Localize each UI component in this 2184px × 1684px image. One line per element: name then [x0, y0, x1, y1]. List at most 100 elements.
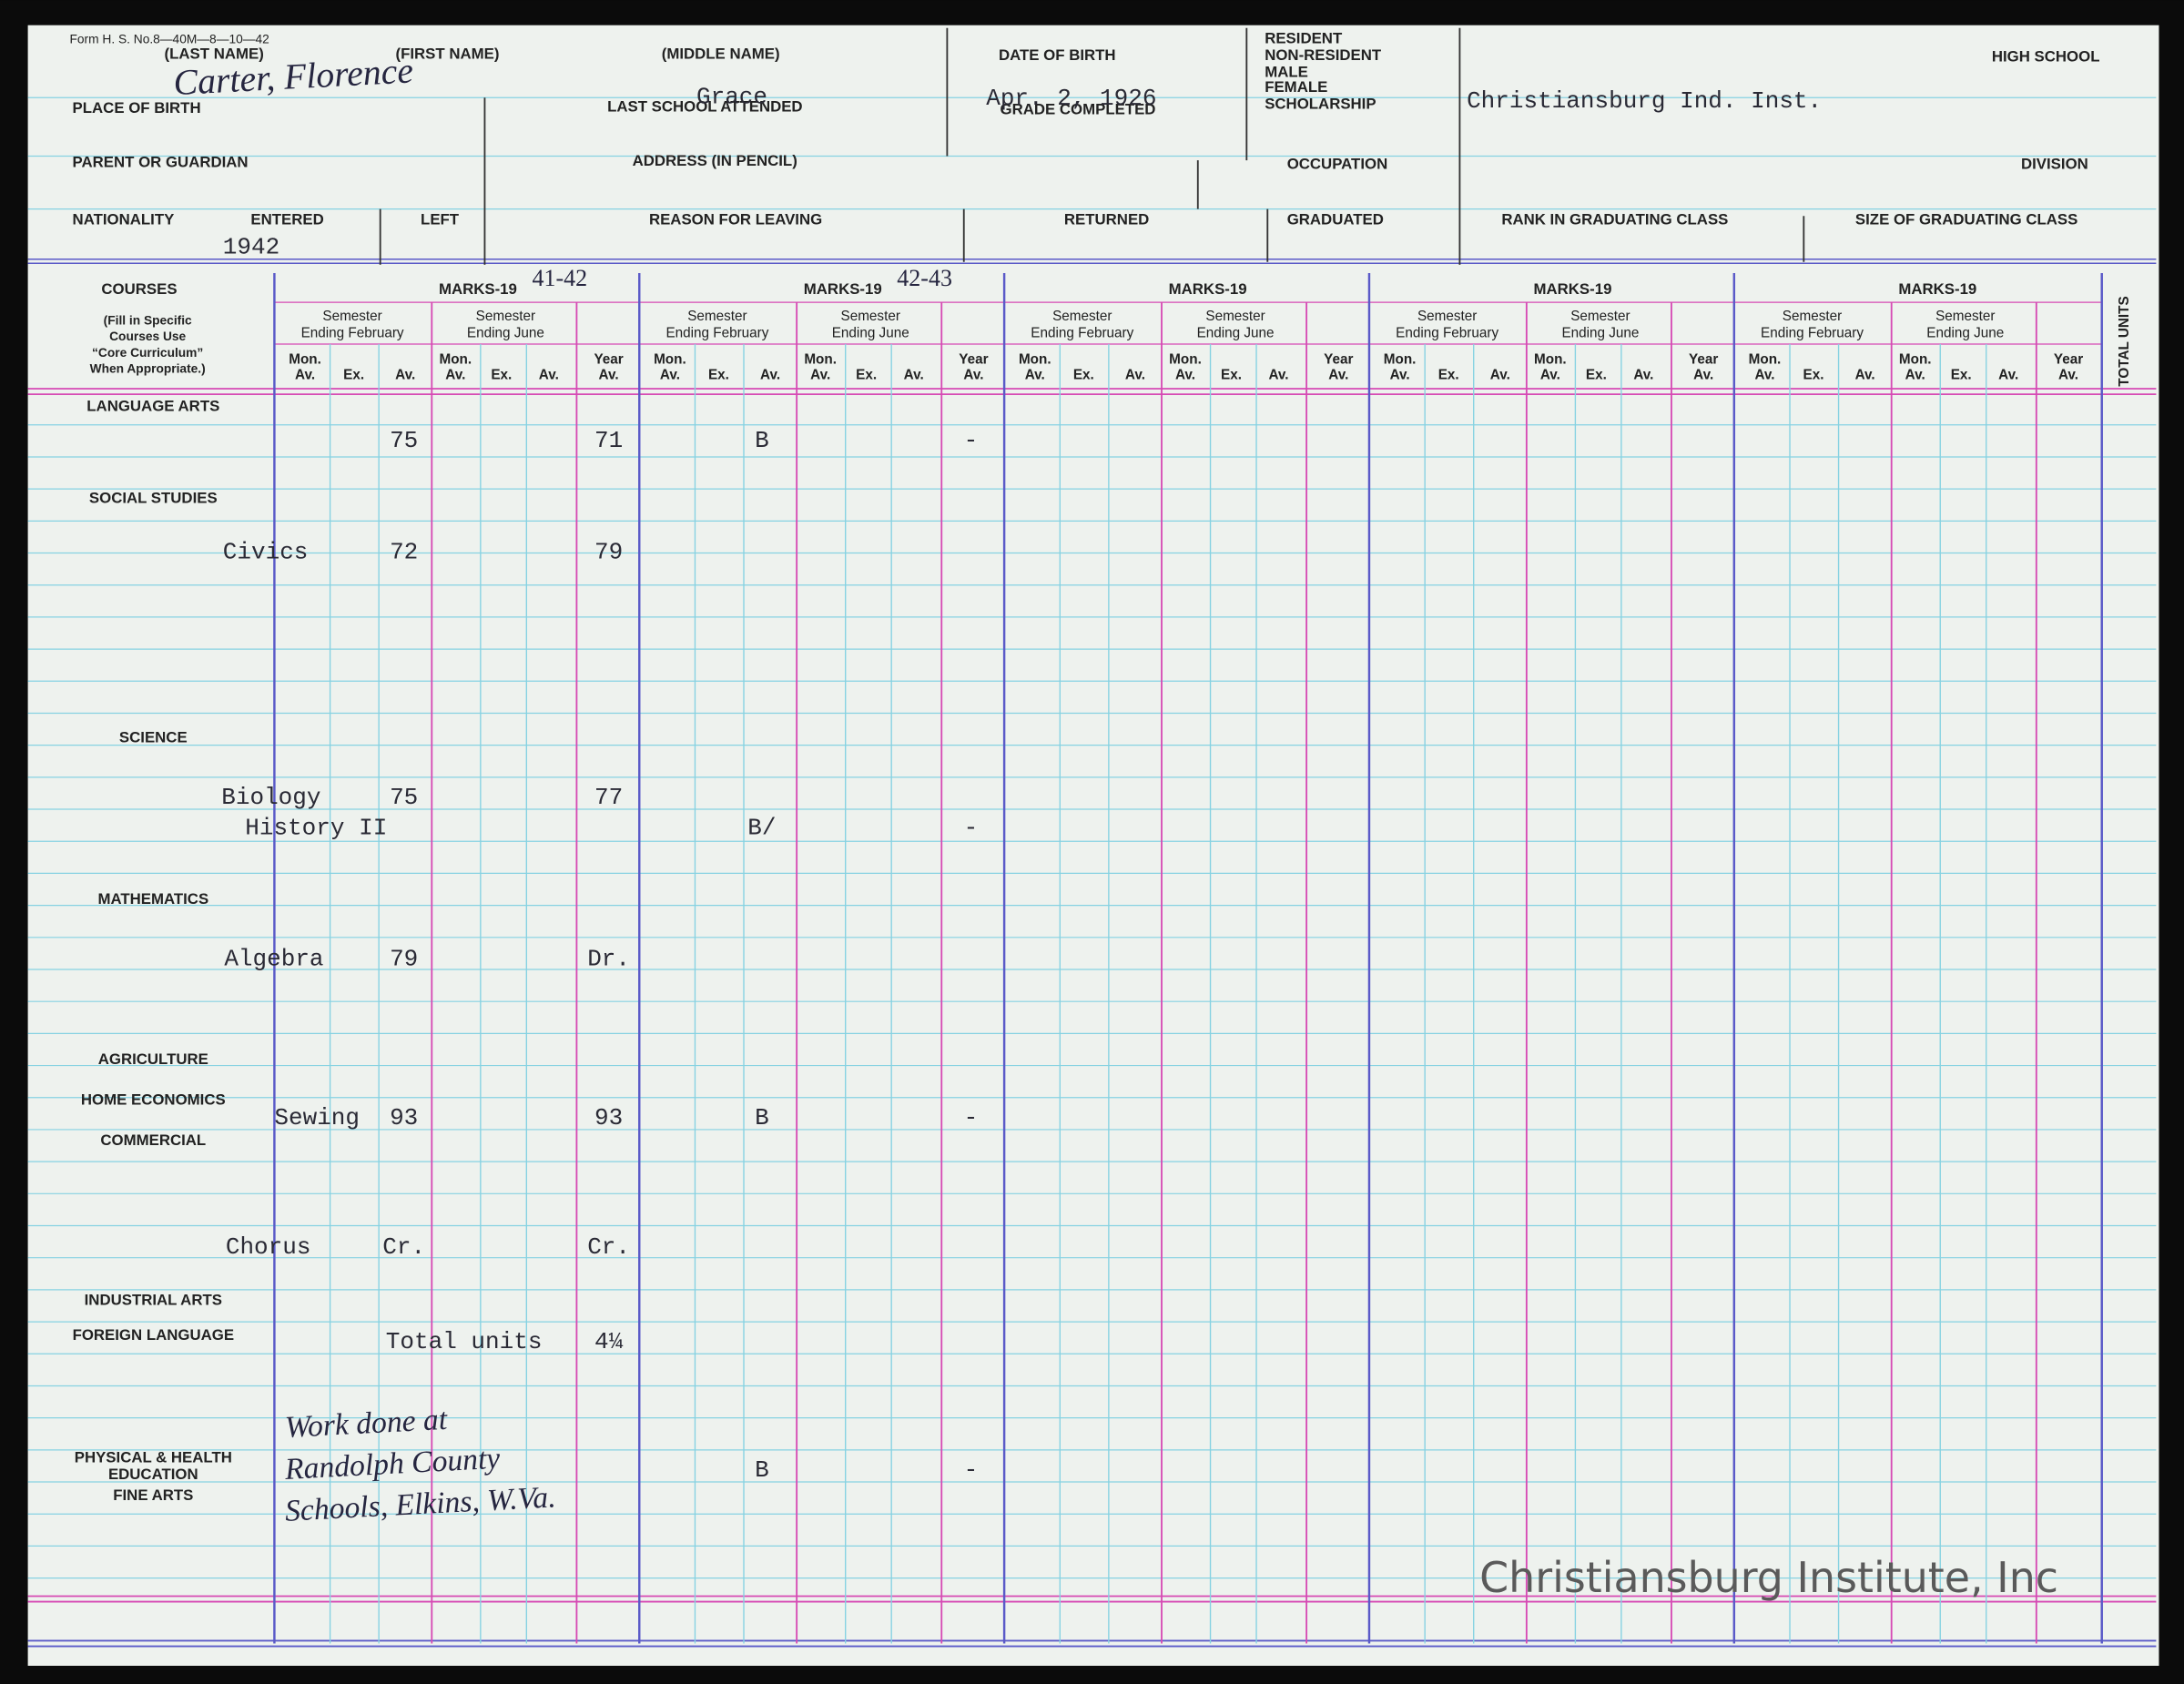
column-label: Mon. — [1534, 351, 1567, 367]
field-label: RESIDENT — [1265, 30, 1343, 47]
course-name: Biology — [221, 784, 320, 811]
marks-label: MARKS-19 — [1898, 280, 1976, 298]
courses-note: “Core Curriculum” — [92, 346, 203, 360]
field-label: MALE — [1265, 63, 1308, 80]
field-label: (MIDDLE NAME) — [662, 45, 780, 62]
mark: Cr. — [382, 1233, 425, 1261]
mark: B — [755, 1456, 769, 1484]
column-label: Mon. — [289, 351, 321, 367]
field-label: LEFT — [421, 210, 460, 228]
column-label: Ex. — [1221, 367, 1242, 382]
column-label: Av. — [1754, 367, 1774, 382]
middle-name: Grace — [696, 83, 767, 110]
field-label: ADDRESS (IN PENCIL) — [633, 152, 797, 169]
semester-label: Semester — [1570, 309, 1630, 324]
column-label: Year — [594, 351, 623, 367]
course-name: Total units — [386, 1328, 543, 1355]
field-label: OCCUPATION — [1287, 155, 1388, 172]
column-label: Av. — [1390, 367, 1410, 382]
column-label: Av. — [1025, 367, 1045, 382]
subject-category: EDUCATION — [108, 1466, 198, 1483]
subject-category: LANGUAGE ARTS — [86, 397, 219, 414]
semester-label: Ending February — [1031, 325, 1133, 340]
column-label: Av. — [1175, 367, 1195, 382]
field-label: PLACE OF BIRTH — [73, 99, 201, 117]
course-name: History II — [245, 815, 387, 842]
field-label: GRADE COMPLETED — [1001, 101, 1156, 118]
field-label: NATIONALITY — [73, 210, 175, 228]
date-of-birth: Apr. 2, 1926 — [986, 85, 1156, 112]
column-label: Av. — [1540, 367, 1560, 382]
mark: - — [964, 427, 979, 454]
mark: B — [755, 1104, 769, 1131]
field-label: (LAST NAME) — [165, 45, 264, 62]
mark: 79 — [390, 945, 418, 972]
column-label: Av. — [1998, 367, 2018, 382]
field-label: LAST SCHOOL ATTENDED — [607, 98, 803, 116]
paper — [27, 25, 2159, 1666]
column-label: Year — [1324, 351, 1353, 367]
courses-label: COURSES — [101, 280, 177, 298]
mark: 75 — [390, 427, 418, 454]
column-label: Av. — [1125, 367, 1145, 382]
entered-year: 1942 — [223, 234, 279, 261]
column-label: Mon. — [1384, 351, 1417, 367]
subject-category: FINE ARTS — [113, 1486, 193, 1504]
field-label: REASON FOR LEAVING — [649, 210, 822, 228]
field-label: FEMALE — [1265, 78, 1327, 96]
mark: 72 — [390, 539, 418, 566]
field-label: HIGH SCHOOL — [1992, 47, 2100, 65]
column-label: Ex. — [1438, 367, 1459, 382]
field-label: SIZE OF GRADUATING CLASS — [1855, 210, 2077, 228]
courses-note: When Appropriate.) — [90, 361, 206, 375]
field-label: DATE OF BIRTH — [999, 46, 1116, 64]
mark: - — [964, 1104, 979, 1131]
semester-label: Semester — [841, 309, 900, 324]
column-label: Ex. — [856, 367, 877, 382]
column-label: Av. — [539, 367, 559, 382]
column-label: Ex. — [708, 367, 729, 382]
column-label: Mon. — [804, 351, 837, 367]
semester-label: Ending February — [665, 325, 768, 340]
rules — [27, 27, 2157, 1648]
semester-label: Semester — [476, 309, 535, 324]
subject-category: INDUSTRIAL ARTS — [85, 1292, 222, 1309]
mark: - — [964, 1456, 979, 1484]
semester-label: Ending February — [1396, 325, 1498, 340]
column-label: Av. — [599, 367, 619, 382]
column-label: Ex. — [343, 367, 364, 382]
field-label: PARENT OR GUARDIAN — [73, 154, 249, 171]
form-number: Form H. S. No.8—40M—8—10—42 — [69, 33, 269, 46]
semester-label: Semester — [1052, 309, 1112, 324]
column-label: Ex. — [1586, 367, 1607, 382]
subject-category: HOME ECONOMICS — [81, 1091, 226, 1108]
column-label: Mon. — [1899, 351, 1932, 367]
column-label: Av. — [445, 367, 465, 382]
marks-label: MARKS-19 — [1534, 280, 1612, 298]
texts: (LAST NAME) (FIRST NAME) (MIDDLE NAME) DATE… — [69, 30, 2131, 1602]
column-label: Mon. — [439, 351, 472, 367]
subject-category: MATHEMATICS — [97, 890, 208, 908]
course-name: Chorus — [226, 1233, 311, 1261]
school-year: 41-42 — [532, 265, 587, 291]
column-label: Av. — [1905, 367, 1925, 382]
column-label: Mon. — [654, 351, 686, 367]
semester-label: Semester — [687, 309, 747, 324]
watermark: Christiansburg Institute, Inc — [1479, 1553, 2058, 1602]
column-label: Av. — [1268, 367, 1288, 382]
subject-category: COMMERCIAL — [100, 1131, 206, 1149]
column-label: Ex. — [1951, 367, 1972, 382]
column-label: Av. — [295, 367, 315, 382]
mark: B/ — [747, 815, 776, 842]
subject-category: SCIENCE — [119, 729, 188, 746]
high-school-name: Christiansburg Ind. Inst. — [1467, 87, 1822, 115]
column-label: Mon. — [1749, 351, 1782, 367]
column-label: Ex. — [1073, 367, 1094, 382]
course-name: Civics — [223, 539, 309, 566]
mark: Cr. — [587, 1233, 630, 1261]
column-label: Av. — [963, 367, 983, 382]
school-year: 42-43 — [897, 265, 952, 291]
column-label: Av. — [1490, 367, 1510, 382]
column-label: Av. — [1328, 367, 1348, 382]
